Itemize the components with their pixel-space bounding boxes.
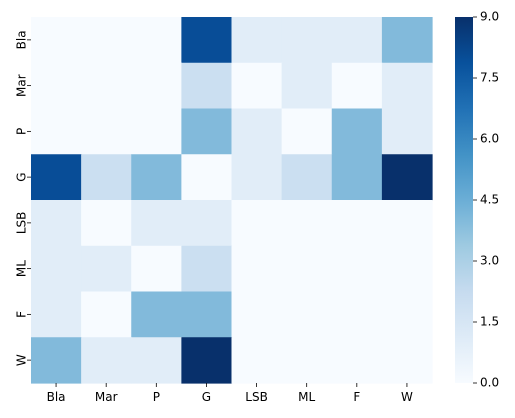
y-tick-label: LSB xyxy=(15,212,29,235)
x-tick-label: Bla xyxy=(47,390,66,404)
heatmap-cell-LSB-F xyxy=(331,200,383,247)
colorbar-tick-label: 9.0 xyxy=(480,10,499,24)
heatmap-cell-P-W xyxy=(381,108,433,155)
heatmap-cell-P-Mar xyxy=(81,108,132,155)
y-tick-label: Mar xyxy=(15,74,29,97)
heatmap-cell-P-LSB xyxy=(231,108,283,155)
colorbar-tick-label: 4.5 xyxy=(480,193,499,207)
heatmap-cell-Mar-G xyxy=(181,62,233,110)
y-tick-label: P xyxy=(15,128,29,135)
heatmap-cell-P-F xyxy=(331,108,383,155)
x-tick-label: P xyxy=(153,390,160,404)
heatmap-cell-Mar-Bla xyxy=(31,62,82,110)
heatmap-cell-F-Bla xyxy=(31,291,82,338)
heatmap-cell-P-ML xyxy=(281,108,333,155)
heatmap-cell-Mar-F xyxy=(331,62,383,110)
heatmap-cell-G-Mar xyxy=(81,154,132,201)
heatmap-cell-Bla-P xyxy=(131,17,182,64)
heatmap-cell-G-P xyxy=(131,154,182,201)
heatmap-cell-W-Bla xyxy=(31,337,82,384)
heatmap-cell-W-Mar xyxy=(81,337,132,384)
heatmap-cell-Mar-ML xyxy=(281,62,333,110)
heatmap-cell-G-ML xyxy=(281,154,333,201)
colorbar-tick-label: 1.5 xyxy=(480,315,499,329)
heatmap-cell-LSB-Mar xyxy=(81,200,132,247)
x-tick-label: Mar xyxy=(95,390,118,404)
y-tick-label: F xyxy=(15,311,29,318)
heatmap-cell-Bla-G xyxy=(181,17,233,64)
heatmap-cell-ML-W xyxy=(381,245,433,293)
heatmap-cell-W-G xyxy=(181,337,233,384)
colorbar-tick-label: 3.0 xyxy=(480,254,499,268)
heatmap-cell-ML-F xyxy=(331,245,383,293)
colorbar-tick-label: 0.0 xyxy=(480,376,499,390)
heatmap-cell-ML-LSB xyxy=(231,245,283,293)
heatmap-cell-G-G xyxy=(181,154,233,201)
heatmap-cell-F-W xyxy=(381,291,433,338)
heatmap-cell-Bla-LSB xyxy=(231,17,283,64)
heatmap-cell-Bla-F xyxy=(331,17,383,64)
heatmap-cell-Mar-Mar xyxy=(81,62,132,110)
heatmap-cell-G-Bla xyxy=(31,154,82,201)
heatmap-cell-Mar-W xyxy=(381,62,433,110)
heatmap-cell-P-G xyxy=(181,108,233,155)
heatmap-cell-Mar-P xyxy=(131,62,182,110)
x-tick-label: LSB xyxy=(245,390,268,404)
heatmap-cell-W-W xyxy=(381,337,433,384)
heatmap-cell-W-LSB xyxy=(231,337,283,384)
heatmap-cell-F-G xyxy=(181,291,233,338)
heatmap-cell-F-F xyxy=(331,291,383,338)
colorbar-tick-label: 6.0 xyxy=(480,132,499,146)
y-axis: Bla Mar P G LSB ML F W xyxy=(15,30,31,366)
heatmap-cell-F-ML xyxy=(281,291,333,338)
heatmap-cell-G-F xyxy=(331,154,383,201)
heatmap-cell-P-Bla xyxy=(31,108,82,155)
heatmap-cell-W-P xyxy=(131,337,182,384)
heatmap-cell-P-P xyxy=(131,108,182,155)
heatmap-cell-ML-G xyxy=(181,245,233,293)
heatmap-cell-G-W xyxy=(381,154,433,201)
heatmap-cell-ML-Bla xyxy=(31,245,82,293)
x-tick-label: F xyxy=(353,390,360,404)
y-tick-label: Bla xyxy=(15,30,29,49)
heatmap-cell-W-ML xyxy=(281,337,333,384)
heatmap-cell-ML-P xyxy=(131,245,182,293)
heatmap-cell-LSB-Bla xyxy=(31,200,82,247)
heatmap-cell-ML-ML xyxy=(281,245,333,293)
heatmap-cell-LSB-P xyxy=(131,200,182,247)
heatmap-cell-Bla-W xyxy=(381,17,433,64)
heatmap-cell-LSB-LSB xyxy=(231,200,283,247)
x-axis: Bla Mar P G LSB ML F W xyxy=(47,383,413,404)
y-tick-label: ML xyxy=(15,260,29,277)
x-tick-label: ML xyxy=(298,390,315,404)
colorbar-gradient xyxy=(455,17,473,383)
heatmap-cell-LSB-W xyxy=(381,200,433,247)
y-tick-label: W xyxy=(15,354,29,366)
heatmap-cell-Bla-Mar xyxy=(81,17,132,64)
y-tick-label: G xyxy=(15,172,29,181)
heatmap-cell-Mar-LSB xyxy=(231,62,283,110)
colorbar: 0.0 1.5 3.0 4.5 6.0 7.5 9.0 xyxy=(455,10,499,390)
heatmap-cell-F-Mar xyxy=(81,291,132,338)
x-tick-label: G xyxy=(202,390,211,404)
heatmap-cell-LSB-G xyxy=(181,200,233,247)
heatmap-cell-LSB-ML xyxy=(281,200,333,247)
heatmap-cells xyxy=(31,17,433,384)
heatmap-cell-F-P xyxy=(131,291,182,338)
heatmap-cell-Bla-ML xyxy=(281,17,333,64)
heatmap-cell-W-F xyxy=(331,337,383,384)
heatmap-cell-G-LSB xyxy=(231,154,283,201)
colorbar-tick-label: 7.5 xyxy=(480,71,499,85)
heatmap-cell-F-LSB xyxy=(231,291,283,338)
heatmap-cell-Bla-Bla xyxy=(31,17,82,64)
x-tick-label: W xyxy=(401,390,413,404)
heatmap-cell-ML-Mar xyxy=(81,245,132,293)
